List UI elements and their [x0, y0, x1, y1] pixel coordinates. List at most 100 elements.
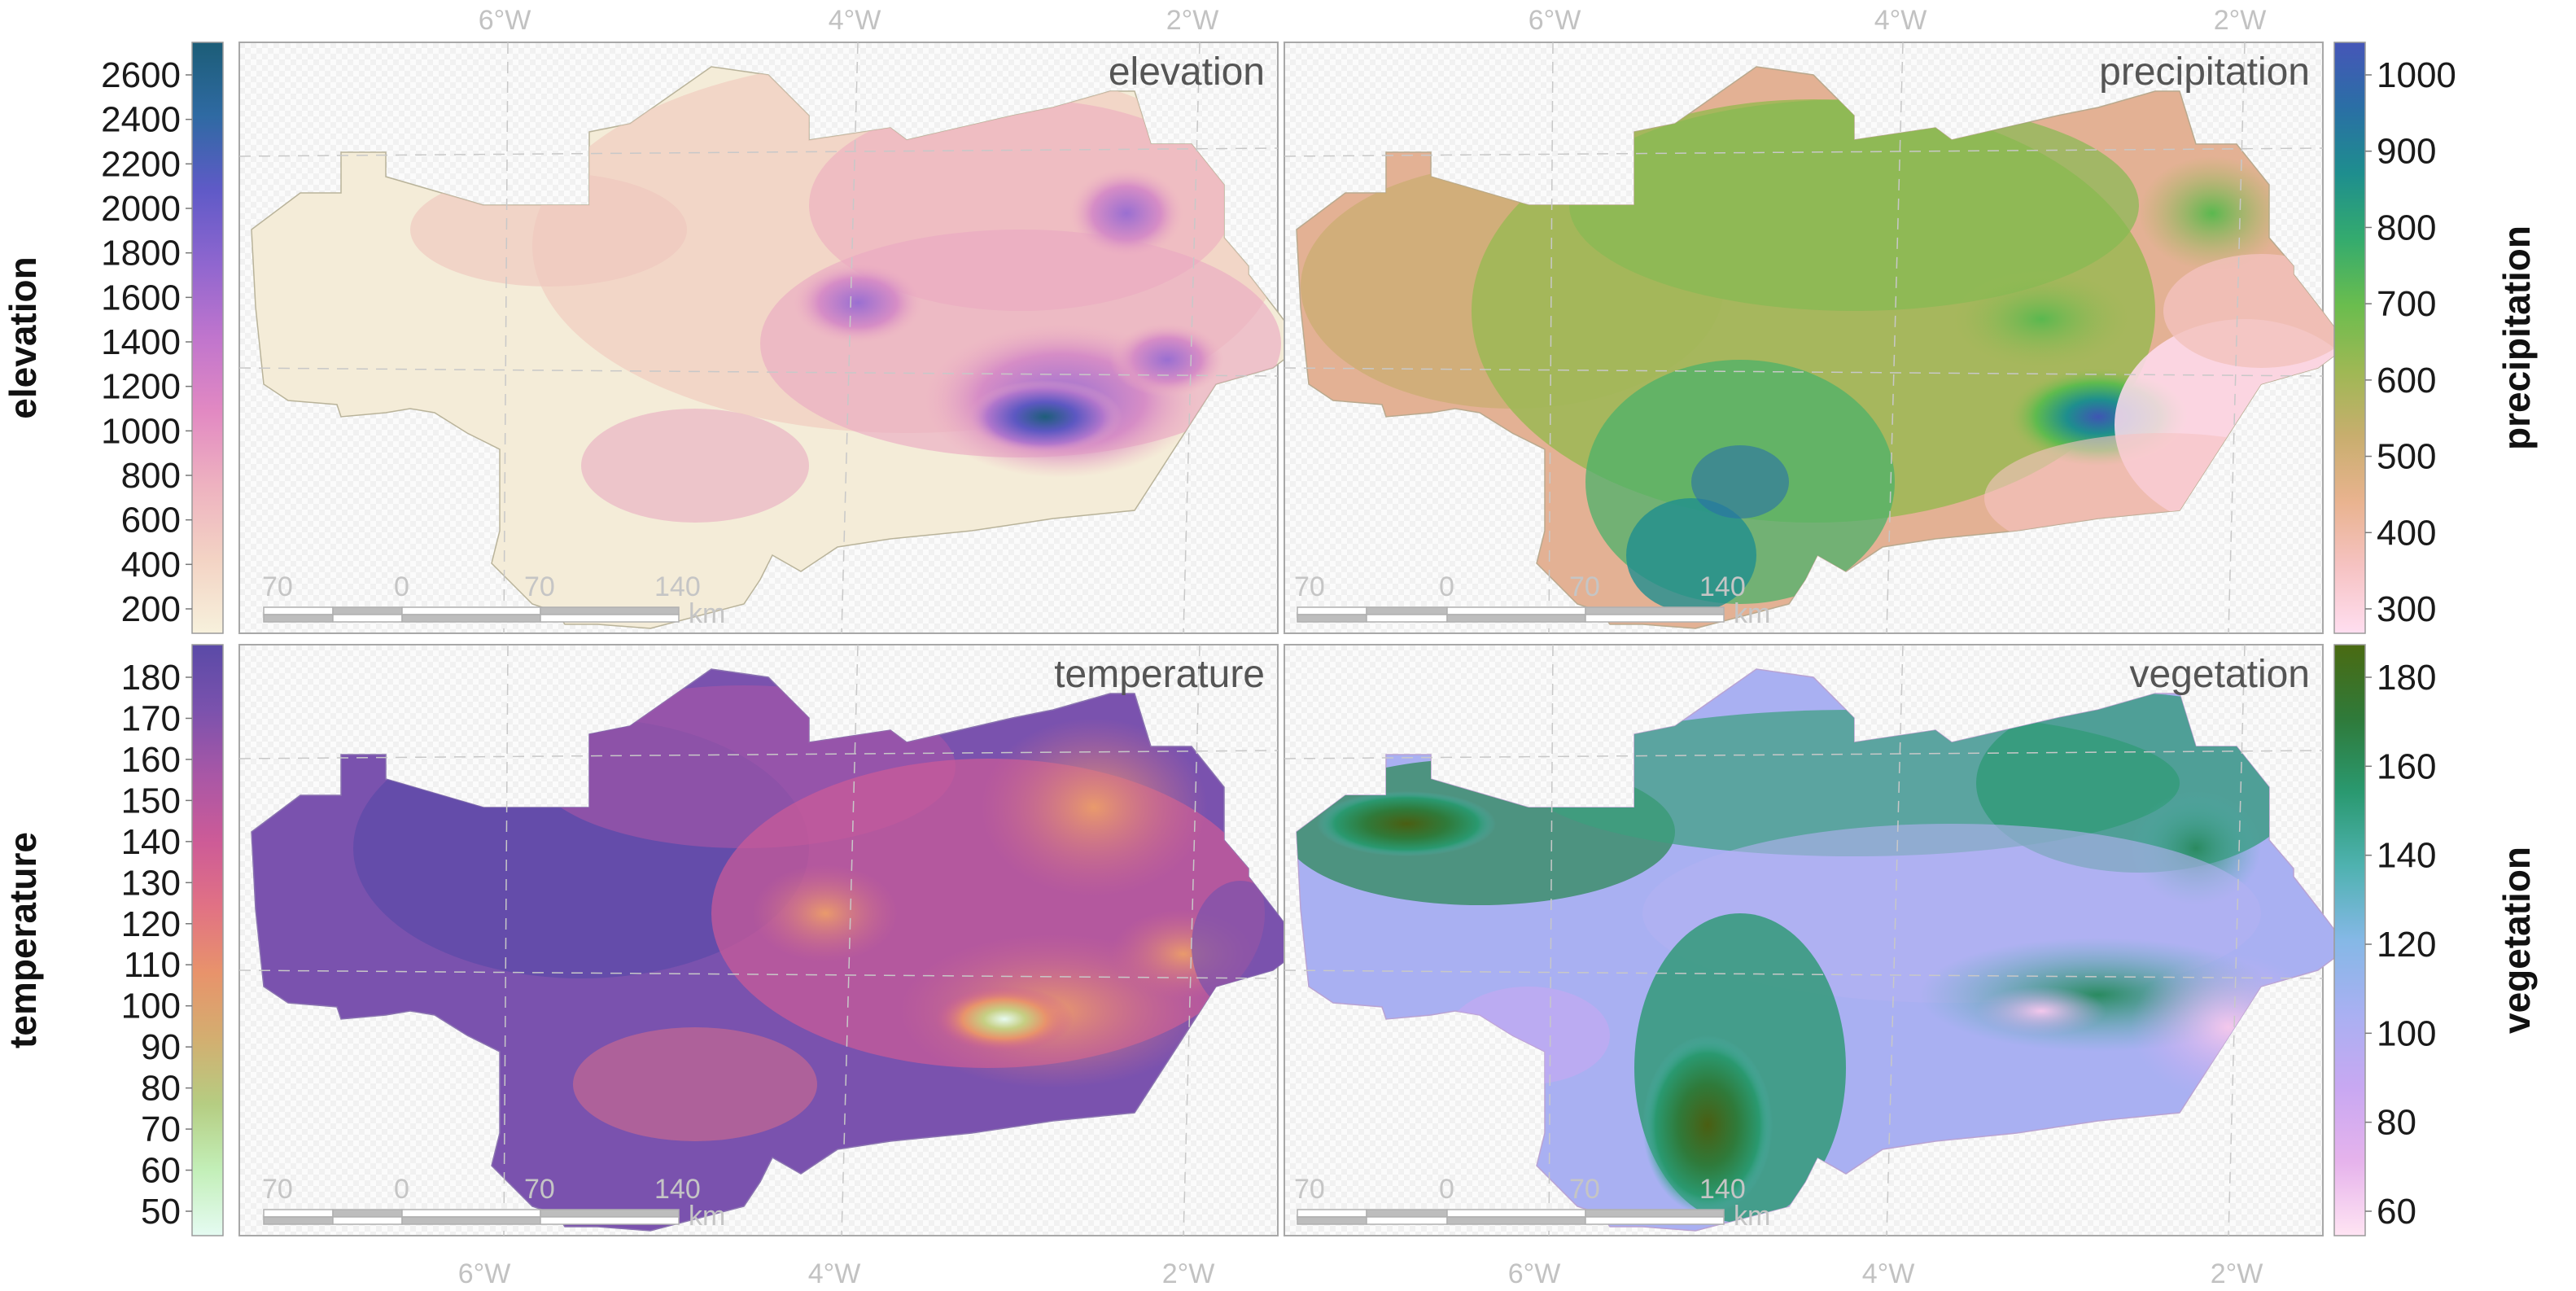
colorbar-tick-label: 400 [121, 545, 181, 584]
bottom-axis-label: 6°W [458, 1258, 511, 1289]
map-precipitation [1296, 66, 2335, 629]
scalebar-label: 70 [1294, 571, 1325, 602]
scalebar-label: 70 [262, 571, 293, 602]
colorbar-tick-label: 60 [2377, 1192, 2416, 1232]
colorbar-tick-label: 1200 [101, 367, 181, 407]
top-axis-label: 4°W [829, 5, 881, 36]
colorbar-tick-label: 1000 [101, 411, 181, 451]
graticule [1284, 644, 2324, 1236]
colorbar-tick-label: 170 [121, 698, 181, 738]
panel-elevation: elevation 70 0 70 140 km [238, 42, 1290, 634]
colorbar-ramp [2333, 42, 2366, 634]
bottom-axis-labels: 6°W 4°W 2°W 6°W 4°W 2°W [458, 1258, 2263, 1289]
colorbar-tick-label: 130 [121, 863, 181, 903]
colorbar-tick-label: 110 [124, 945, 181, 985]
scalebar-label: 70 [1569, 1174, 1600, 1205]
colorbar-tick-label: 120 [2377, 925, 2436, 965]
scalebar-label: 0 [1439, 1174, 1454, 1205]
colorbars: 2600240022002000180016001400120010008006… [2, 42, 2538, 1236]
colorbar-tick-label: 2000 [101, 189, 181, 229]
scalebar-unit: km [689, 598, 725, 629]
colorbar-precipitation: 1000 900 800 700 600 500 400 300 precipitation [2333, 42, 2538, 634]
colorbar-tick-label: 600 [121, 501, 181, 540]
scalebar: 70 0 70 140 km [262, 571, 725, 629]
bottom-axis-label: 4°W [808, 1258, 861, 1289]
colorbar-tick-label: 1400 [101, 322, 181, 362]
colorbar-tick-label: 160 [121, 740, 181, 780]
top-axis-label: 2°W [2214, 5, 2267, 36]
colorbar-tick-label: 150 [121, 781, 181, 821]
colorbar-ramp [2333, 644, 2366, 1236]
scalebar-label: 0 [1439, 571, 1454, 602]
colorbar-tick-label: 200 [121, 589, 181, 629]
scalebar-label: 0 [394, 571, 409, 602]
top-axis-label: 2°W [1166, 5, 1219, 36]
top-axis-label: 6°W [1529, 5, 1581, 36]
colorbar-tick-label: 1000 [2377, 55, 2456, 95]
bottom-axis-label: 4°W [1862, 1258, 1915, 1289]
panel-temperature: temperature 70 0 70 140 km [238, 644, 1290, 1236]
colorbar-tick-label: 120 [121, 904, 181, 944]
colorbar-tick-label: 800 [2377, 208, 2436, 247]
graticule [1284, 42, 2324, 634]
colorbar-tick-label: 100 [2377, 1013, 2436, 1053]
colorbar-tick-label: 160 [2377, 746, 2436, 786]
colorbar-tick-label: 1600 [101, 278, 181, 317]
colorbar-tick-label: 50 [141, 1192, 181, 1232]
bottom-axis-label: 2°W [2211, 1258, 2263, 1289]
panel-vegetation: vegetation 70 0 70 140 km [1284, 644, 2335, 1236]
colorbar-tick-label: 180 [121, 658, 181, 698]
panel-title: elevation [1109, 50, 1265, 94]
top-axis-labels: 6°W 4°W 2°W 6°W 4°W 2°W [479, 5, 2267, 36]
colorbar-tick-label: 60 [141, 1151, 181, 1191]
bottom-axis-label: 2°W [1162, 1258, 1215, 1289]
map-elevation [251, 66, 1290, 629]
scalebar-label: 70 [262, 1174, 293, 1205]
colorbar-tick-label: 2400 [101, 100, 181, 140]
scalebar-label: 140 [654, 571, 701, 602]
map-temperature [251, 668, 1290, 1232]
scalebar: 70 0 70 140 km [1294, 1174, 1770, 1232]
colorbar-tick-label: 600 [2377, 361, 2436, 400]
colorbar-tick-label: 180 [2377, 658, 2436, 698]
colorbar-vegetation: 180 160 140 120 100 80 60 vegetation [2333, 644, 2538, 1236]
graticule [238, 42, 1279, 634]
colorbar-tick-label: 2200 [101, 144, 181, 184]
colorbar-tick-label: 800 [121, 456, 181, 496]
colorbar-tick-label: 700 [2377, 284, 2436, 324]
colorbar-label: elevation [2, 256, 44, 418]
colorbar-tick-label: 1800 [101, 234, 181, 274]
colorbar-label: precipitation [2495, 225, 2538, 450]
colorbar-tick-label: 300 [2377, 589, 2436, 629]
colorbar-tick-label: 100 [121, 987, 181, 1026]
panel-title: vegetation [2129, 653, 2310, 696]
colorbar-tick-label: 140 [2377, 836, 2436, 876]
colorbar-tick-label: 90 [141, 1027, 181, 1067]
colorbar-label: temperature [2, 832, 44, 1048]
colorbar-ramp [191, 644, 224, 1236]
scalebar-label: 70 [524, 1174, 555, 1205]
scalebar-unit: km [689, 1201, 725, 1232]
scalebar-label: 70 [1569, 571, 1600, 602]
scalebar: 70 0 70 140 km [1294, 571, 1770, 629]
top-axis-label: 4°W [1874, 5, 1927, 36]
scalebar-label: 140 [1699, 571, 1746, 602]
bottom-axis-label: 6°W [1508, 1258, 1561, 1289]
colorbar-tick-label: 400 [2377, 513, 2436, 553]
colorbar-tick-label: 2600 [101, 55, 181, 95]
colorbar-ramp [191, 42, 224, 634]
graticule [238, 644, 1279, 1236]
colorbar-tick-label: 80 [2377, 1103, 2416, 1143]
colorbar-label: vegetation [2495, 847, 2538, 1034]
colorbar-tick-label: 80 [141, 1069, 181, 1109]
panel-title: temperature [1054, 653, 1265, 696]
scalebar-unit: km [1734, 1201, 1770, 1232]
top-axis-label: 6°W [479, 5, 531, 36]
colorbar-tick-label: 900 [2377, 132, 2436, 172]
panel-precipitation: precipitation 70 0 70 140 km [1284, 42, 2335, 634]
colorbar-tick-label: 140 [121, 822, 181, 862]
scalebar-unit: km [1734, 598, 1770, 629]
